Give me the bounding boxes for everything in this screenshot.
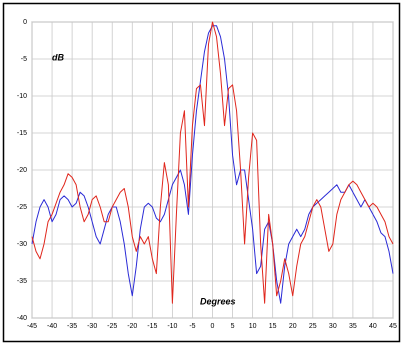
x-tick-label: -30: [87, 323, 97, 330]
x-tick-label: 15: [269, 323, 277, 330]
y-tick-label: -20: [17, 167, 27, 174]
x-tick-label: 35: [349, 323, 357, 330]
x-tick-label: -5: [189, 323, 195, 330]
x-tick-label: -35: [67, 323, 77, 330]
y-tick-label: -40: [17, 315, 27, 322]
x-tick-label: -20: [127, 323, 137, 330]
x-tick-label: 45: [389, 323, 397, 330]
y-tick-label: 0: [23, 19, 27, 26]
x-tick-label: 10: [249, 323, 257, 330]
x-tick-label: -25: [107, 323, 117, 330]
series-line: [31, 25, 394, 304]
y-tick-label: -15: [17, 130, 27, 137]
y-tick-label: -30: [17, 241, 27, 248]
x-tick-label: 5: [231, 323, 235, 330]
x-tick-label: -10: [167, 323, 177, 330]
y-axis-label: dB: [52, 52, 64, 62]
x-tick-label: 0: [211, 323, 215, 330]
y-tick-label: -5: [21, 56, 27, 63]
x-tick-label: 40: [369, 323, 377, 330]
x-axis-label: Degrees: [200, 296, 236, 306]
x-tick-label: -15: [147, 323, 157, 330]
y-tick-label: -25: [17, 204, 27, 211]
x-tick-label: 30: [329, 323, 337, 330]
series-line: [31, 21, 394, 304]
y-tick-label: -10: [17, 93, 27, 100]
x-tick-label: 20: [289, 323, 297, 330]
y-tick-label: -35: [17, 278, 27, 285]
x-tick-label: -45: [27, 323, 37, 330]
x-tick-label: 25: [309, 323, 317, 330]
x-tick-label: -40: [47, 323, 57, 330]
